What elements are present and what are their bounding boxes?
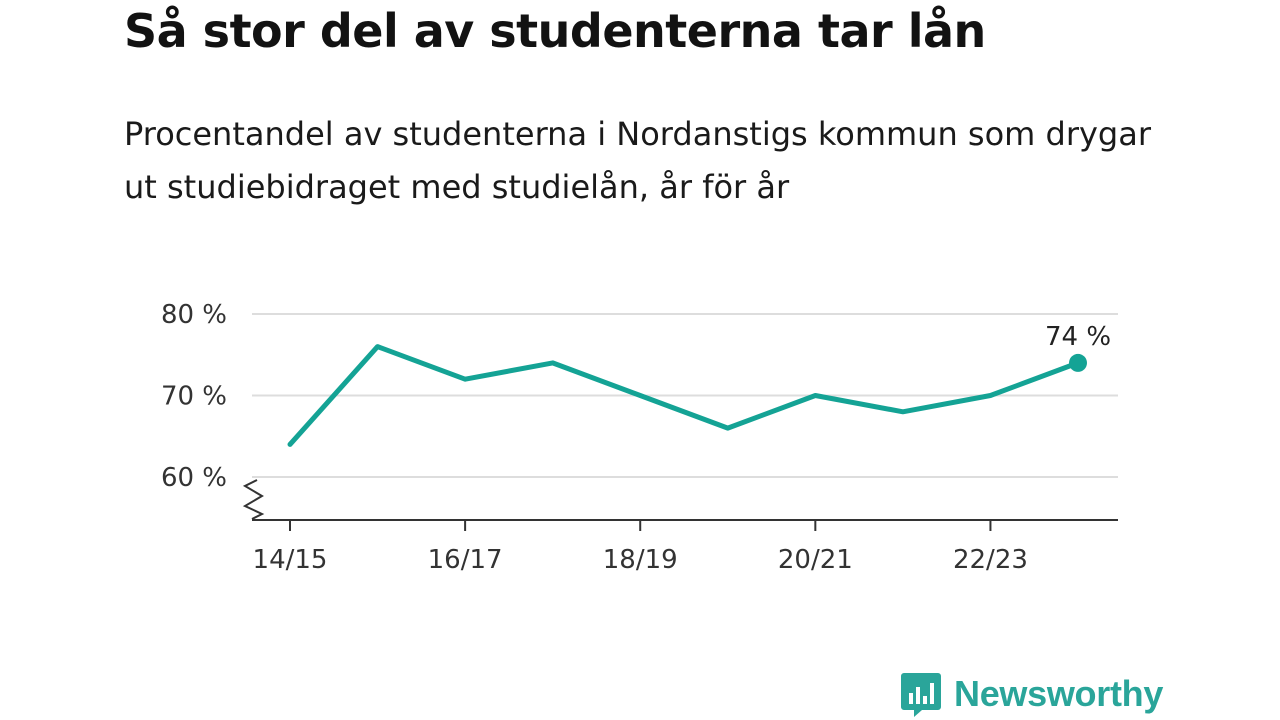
y-tick-label: 70 % — [161, 382, 227, 412]
chart-bubble-icon — [901, 673, 941, 717]
x-tick-label: 22/23 — [953, 545, 1028, 575]
end-value-label: 74 % — [1045, 322, 1111, 352]
brand-name: Newsworthy — [954, 673, 1164, 714]
chart-title: Så stor del av studenterna tar lån — [124, 4, 986, 58]
series-line — [287, 344, 1081, 447]
chart-subtitle: Procentandel av studenterna i Nordanstig… — [124, 115, 1151, 206]
brand-logo: Newsworthy — [900, 670, 1163, 718]
x-tick-label: 20/21 — [778, 545, 853, 575]
x-tick-label: 14/15 — [253, 545, 328, 575]
x-tick-label: 16/17 — [428, 545, 503, 575]
y-tick-label: 80 % — [161, 300, 227, 330]
end-point-marker — [1069, 353, 1087, 372]
x-tick-label: 18/19 — [603, 545, 678, 575]
axis-break-icon — [242, 479, 265, 520]
y-tick-label: 60 % — [161, 463, 227, 493]
